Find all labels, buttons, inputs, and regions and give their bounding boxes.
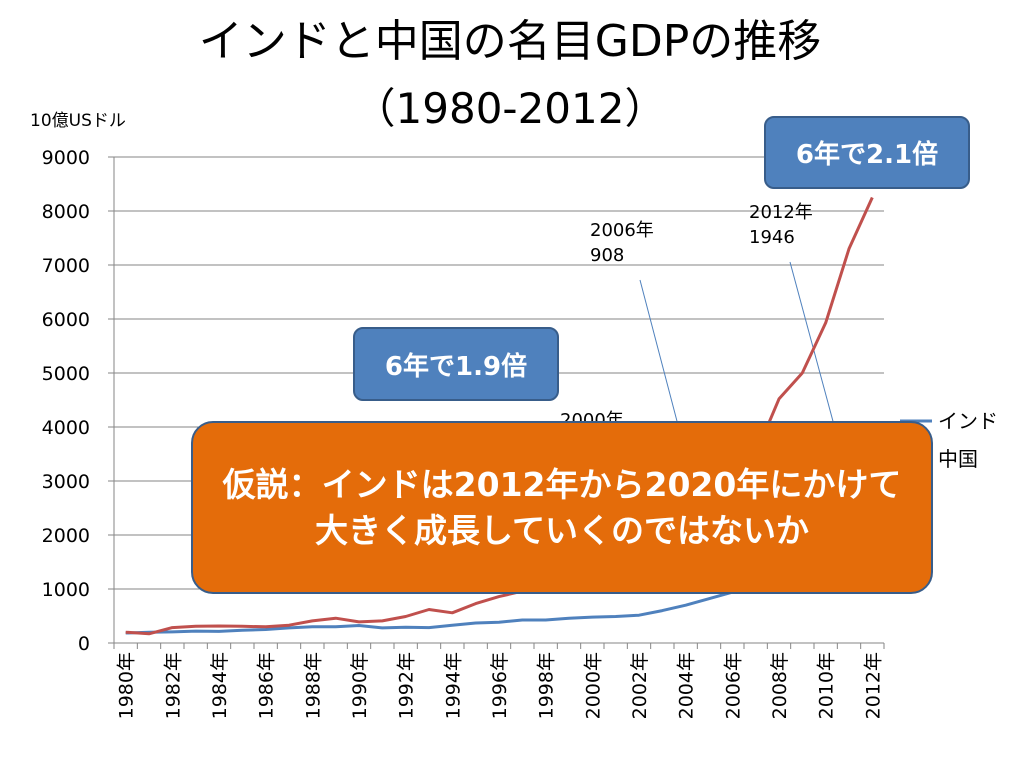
y-tick-label-0: 0: [78, 633, 90, 655]
y-tick-label-9000: 9000: [42, 147, 90, 169]
annotation-leader-lines: [639, 261, 835, 426]
x-tick-label-1998年: 1998年: [536, 652, 558, 719]
hypothesis-line-2: 大きく成長していくのではないか: [314, 510, 809, 550]
x-tick-label-1994年: 1994年: [442, 652, 464, 719]
slide-title: インドと中国の名目GDPの推移: [198, 16, 822, 67]
x-tick-label-1984年: 1984年: [209, 652, 231, 719]
y-tick-label-2000: 2000: [42, 525, 90, 547]
x-axis-ticks: 1980年 1982年 1984年 1986年 1988年 1990年 1992年 1994年…: [113, 643, 885, 719]
x-tick-label-2008年: 2008年: [769, 652, 791, 719]
legend-label-1: 中国: [938, 447, 978, 471]
y-tick-label-6000: 6000: [42, 309, 90, 331]
x-tick-label-1992年: 1992年: [396, 652, 418, 719]
x-tick-label-2000年: 2000年: [582, 652, 604, 719]
leader-line-2006: [639, 279, 679, 426]
axes: [113, 157, 884, 644]
legend-label-0: インド: [938, 409, 998, 433]
x-tick-label-2006年: 2006年: [722, 652, 744, 719]
callout-growth-2012: 6年で2.1倍: [764, 116, 970, 189]
slide-subtitle: （1980-2012）: [353, 84, 667, 133]
annotation-2006-year: 2006年: [590, 220, 654, 241]
x-tick-label-1988年: 1988年: [302, 652, 324, 719]
annotation-2012-value: 1946: [749, 227, 795, 248]
annotation-2012: 2012年 1946: [749, 200, 813, 250]
y-tick-label-3000: 3000: [42, 471, 90, 493]
y-tick-label-8000: 8000: [42, 201, 90, 223]
y-tick-label-1000: 1000: [42, 579, 90, 601]
leader-line-2012: [789, 261, 835, 426]
x-tick-label-1996年: 1996年: [489, 652, 511, 719]
y-tick-label-5000: 5000: [42, 363, 90, 385]
annotation-2006-value: 908: [590, 245, 625, 266]
x-tick-label-1990年: 1990年: [349, 652, 371, 719]
y-axis-ticks: 0 1000 2000 3000 4000 5000 6000 7000 8000 9000: [42, 147, 114, 655]
hypothesis-line-1: 仮説：インドは2012年から2020年にかけて: [222, 464, 902, 504]
y-axis-unit-label: 10億USドル: [30, 111, 126, 131]
hypothesis-callout: 仮説：インドは2012年から2020年にかけて 大きく成長していくのではないか: [191, 421, 933, 594]
x-tick-label-2002年: 2002年: [629, 652, 651, 719]
annotation-2012-year: 2012年: [749, 202, 813, 223]
annotation-2006: 2006年 908: [590, 218, 654, 268]
x-tick-label-1980年: 1980年: [116, 652, 138, 719]
x-tick-label-1986年: 1986年: [256, 652, 278, 719]
y-tick-label-4000: 4000: [42, 417, 90, 439]
x-tick-label-1982年: 1982年: [162, 652, 184, 719]
x-tick-label-2004年: 2004年: [676, 652, 698, 719]
y-tick-label-7000: 7000: [42, 255, 90, 277]
callout-growth-2006: 6年で1.9倍: [353, 327, 559, 401]
x-tick-label-2010年: 2010年: [816, 652, 838, 719]
x-tick-label-2012年: 2012年: [862, 652, 884, 719]
